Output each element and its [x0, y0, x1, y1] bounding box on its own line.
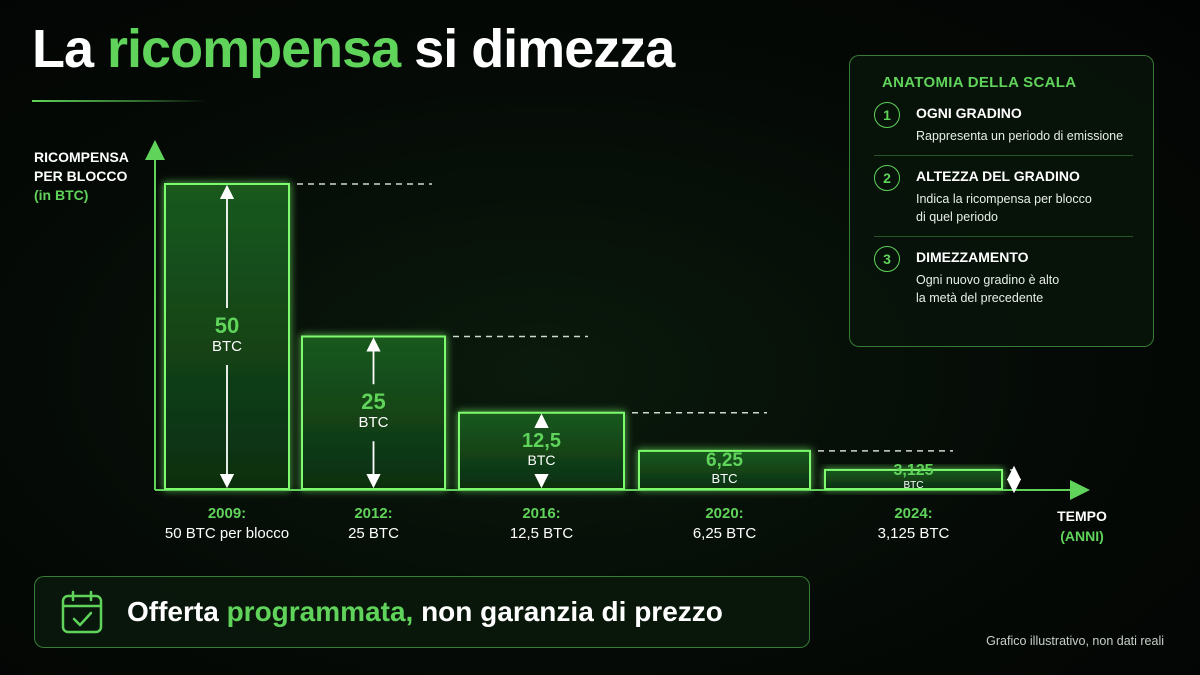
number-badge-1: 1 — [874, 102, 900, 128]
x-tick-desc-2020: 6,25 BTC — [692, 525, 757, 542]
panel-item-1-line-1: Rappresenta un periodo di emissione — [916, 129, 1124, 143]
x-tick-label-2012: 2012: 25 BTC — [294, 504, 454, 544]
title-part2: si dimezza — [400, 19, 675, 79]
x-tick-year-2016: 2016: — [522, 505, 561, 522]
number-badge-3: 3 — [874, 246, 900, 272]
bar-2020 — [638, 449, 811, 490]
x-axis-label-line-1: TEMPO — [1057, 508, 1107, 524]
bar-value-2024: 3,125 — [893, 462, 934, 480]
bar-unit-2016: BTC — [527, 451, 556, 468]
panel-item-2-heading: ALTEZZA DEL GRADINO — [916, 168, 1080, 184]
x-tick-label-2020: 2020: 6,25 BTC — [645, 504, 805, 544]
panel-item-2-line-1: Indica la ricompensa per blocco — [916, 192, 1092, 206]
bar-label-2012: 25 BTC — [314, 389, 434, 432]
banner-text-accent: programmata, — [226, 596, 414, 627]
x-tick-desc-2024: 3,125 BTC — [877, 525, 950, 542]
panel-item-2-text: Indica la ricompensa per blocco di quel p… — [916, 190, 1133, 226]
footnote: Grafico illustrativo, non dati reali — [986, 634, 1164, 648]
panel-item-2: 2 ALTEZZA DEL GRADINO Indica la ricompen… — [874, 165, 1133, 237]
summary-banner: Offerta programmata, non garanzia di pre… — [34, 576, 810, 648]
x-axis-label-unit: (ANNI) — [1060, 528, 1104, 544]
banner-text-part2: non garanzia di prezzo — [413, 596, 723, 627]
bar-value-2020: 6,25 — [706, 449, 743, 471]
banner-text: Offerta programmata, non garanzia di pre… — [127, 596, 723, 628]
bar-label-2024: 3,125 BTC — [854, 462, 974, 492]
y-axis-label-line-2: PER BLOCCO — [34, 168, 128, 184]
legend-panel: ANATOMIA DELLA SCALA 1 OGNI GRADINO Rapp… — [849, 55, 1154, 347]
panel-item-3: 3 DIMEZZAMENTO Ogni nuovo gradino è alto… — [874, 246, 1133, 317]
panel-item-2-line-2: di quel periodo — [916, 210, 999, 224]
x-tick-desc-2009: 50 BTC per blocco — [164, 525, 290, 542]
bar-unit-2009: BTC — [212, 338, 242, 355]
bar-value-2012: 25 — [361, 389, 386, 415]
panel-item-3-line-1: Ogni nuovo gradino è alto — [916, 273, 1060, 287]
x-tick-year-2012: 2012: — [354, 505, 393, 522]
title-part1: La — [32, 19, 108, 79]
panel-item-3-text: Ogni nuovo gradino è alto la metà del pre… — [916, 271, 1133, 307]
panel-item-1-heading: OGNI GRADINO — [916, 105, 1022, 121]
bar-label-2016: 12,5 BTC — [482, 430, 602, 468]
bar-unit-2012: BTC — [358, 414, 389, 432]
bar-2024 — [824, 468, 1003, 490]
page-title: La ricompensa si dimezza — [32, 18, 675, 80]
panel-item-3-heading: DIMEZZAMENTO — [916, 249, 1029, 265]
x-tick-label-2016: 2016: 12,5 BTC — [462, 504, 622, 544]
y-axis-label: RICOMPENSA PER BLOCCO (in BTC) — [34, 148, 129, 205]
x-tick-year-2024: 2024: — [894, 505, 933, 522]
x-tick-year-2009: 2009: — [207, 505, 247, 522]
bar-label-2020: 6,25 BTC — [665, 450, 785, 486]
x-tick-label-2024: 2024: 3,125 BTC — [834, 504, 994, 544]
x-tick-desc-2012: 25 BTC — [348, 525, 399, 542]
panel-item-1-text: Rappresenta un periodo di emissione — [916, 127, 1133, 145]
bar-unit-2024: BTC — [903, 480, 924, 492]
title-underline — [32, 100, 207, 102]
y-axis-label-line-1: RICOMPENSA — [34, 149, 129, 165]
panel-item-3-line-2: la metà del precedente — [916, 291, 1044, 305]
x-tick-desc-2016: 12,5 BTC — [509, 525, 574, 542]
y-axis-label-unit: (in BTC) — [34, 187, 89, 203]
bar-unit-2020: BTC — [711, 470, 738, 486]
calendar-check-icon — [61, 590, 103, 634]
x-tick-label-2009: 2009: 50 BTC per blocco — [147, 504, 307, 544]
bar-value-2009: 50 — [214, 313, 240, 338]
x-tick-year-2020: 2020: — [705, 505, 744, 522]
x-axis-label: TEMPO (ANNI) — [1040, 506, 1124, 546]
panel-item-1: 1 OGNI GRADINO Rappresenta un periodo di… — [874, 102, 1133, 156]
number-badge-2: 2 — [874, 165, 900, 191]
panel-title: ANATOMIA DELLA SCALA — [882, 74, 1077, 91]
bar-value-2016: 12,5 — [522, 429, 561, 452]
banner-text-part1: Offerta — [127, 596, 227, 627]
bar-label-2009: 50 BTC — [167, 313, 287, 356]
title-accent: ricompensa — [107, 19, 401, 79]
